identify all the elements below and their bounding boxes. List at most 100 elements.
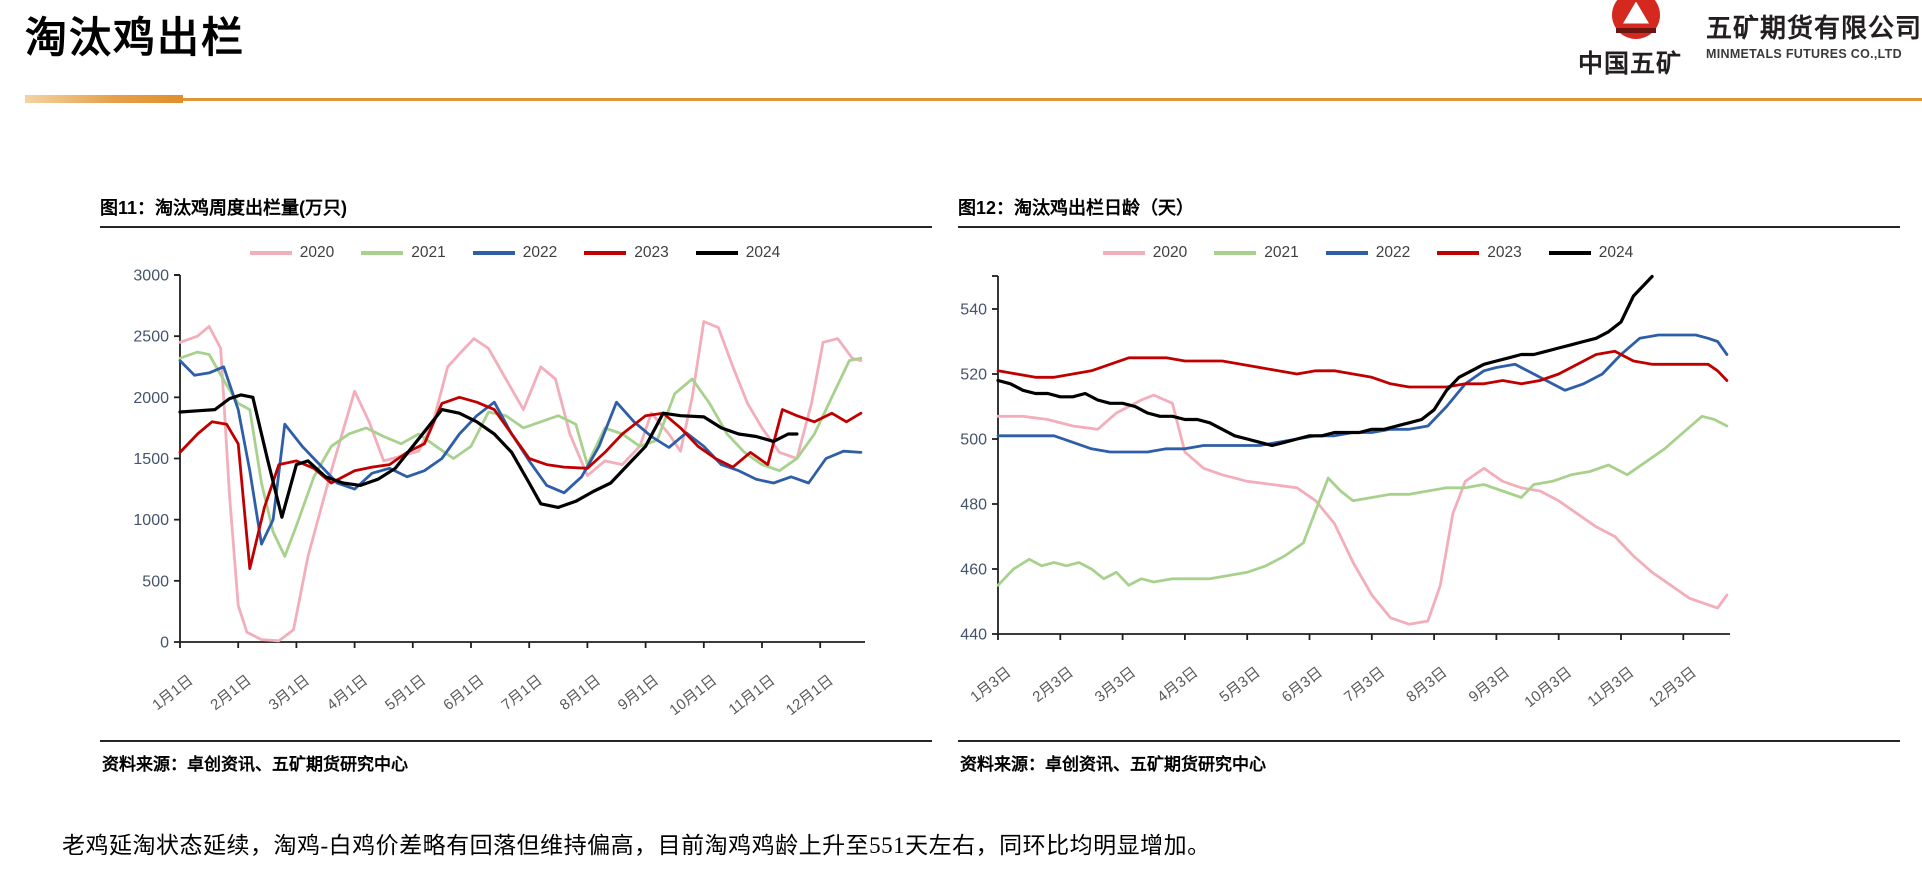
legend-item-2020: 2020 xyxy=(249,244,335,262)
legend-item-2023: 2023 xyxy=(584,244,669,262)
chart-weekly-slaughter-volume: 图11：淘汰鸡周度出栏量(万只) 2020 2021 2022 2023 2024 0 5… xyxy=(100,196,940,796)
x-tick-label: 10月3日 xyxy=(1521,664,1575,711)
x-tick-label: 8月3日 xyxy=(1403,664,1450,706)
x-tick-label: 5月1日 xyxy=(382,672,429,714)
legend-swatch xyxy=(1437,251,1480,255)
chart1-title-rule xyxy=(100,226,932,228)
x-tick-label: 9月1日 xyxy=(615,672,662,714)
x-tick-label: 5月3日 xyxy=(1216,664,1263,706)
series-line-2020 xyxy=(178,320,863,643)
emblem-band xyxy=(1615,28,1657,33)
legend-item-2022: 2022 xyxy=(472,244,558,262)
chart1-figure-label: 图11：淘汰鸡周度出栏量(万只) xyxy=(100,198,348,218)
x-tick-label: 1月1日 xyxy=(149,672,196,714)
y-tick-label: 2000 xyxy=(133,390,169,407)
chart-slaughter-age: 图12：淘汰鸡出栏日龄（天） 2020 2021 2022 2023 2024 440 4… xyxy=(958,196,1900,796)
legend-swatch xyxy=(1548,251,1591,255)
y-tick-label: 500 xyxy=(960,432,987,449)
logo-company-name-cn: 五矿期货有限公司 xyxy=(1706,13,1922,43)
y-tick-label: 500 xyxy=(142,573,169,590)
legend-swatch xyxy=(695,251,738,255)
chart1-legend: 2020 2021 2022 2023 2024 xyxy=(170,244,860,262)
legend-label: 2022 xyxy=(522,244,558,261)
chart1-source-text: 资料来源：卓创资讯、五矿期货研究中心 xyxy=(102,755,408,774)
legend-swatch xyxy=(1325,251,1368,255)
series-line-2021 xyxy=(178,350,863,558)
legend-item-2022: 2022 xyxy=(1325,244,1411,262)
logo-company-block: 五矿期货有限公司 MINMETALS FUTURES CO.,LTD xyxy=(1706,8,1922,61)
emblem-tower-glyph xyxy=(1623,1,1649,24)
legend-item-2023: 2023 xyxy=(1437,244,1522,262)
series-line-2024 xyxy=(178,393,799,519)
chart2-source-rule xyxy=(958,740,1900,742)
y-tick-label: 1000 xyxy=(133,512,169,529)
y-tick-label: 460 xyxy=(960,562,987,579)
x-tick-label: 7月3日 xyxy=(1341,664,1388,706)
series-line-2022 xyxy=(178,359,863,546)
x-tick-label: 10月1日 xyxy=(666,672,720,715)
legend-swatch xyxy=(249,251,292,255)
chart2-title-rule xyxy=(958,226,1900,228)
legend-swatch xyxy=(1214,251,1257,255)
y-tick-label: 440 xyxy=(960,627,987,644)
legend-swatch xyxy=(584,251,627,255)
summary-note: 老鸡延淘状态延续，淘鸡-白鸡价差略有回落但维持偏高，目前淘鸡鸡龄上升至551天左… xyxy=(62,833,1211,858)
legend-item-2021: 2021 xyxy=(1214,244,1299,262)
legend-label: 2023 xyxy=(1487,244,1522,261)
chart2-figure-label: 图12：淘汰鸡出栏日龄（天） xyxy=(958,198,1195,218)
logo-company-name-en: MINMETALS FUTURES CO.,LTD xyxy=(1706,47,1902,61)
x-tick-label: 11月3日 xyxy=(1585,664,1638,711)
legend-item-2020: 2020 xyxy=(1102,244,1188,262)
series-line-2024 xyxy=(996,274,1654,448)
chart2-legend: 2020 2021 2022 2023 2024 xyxy=(998,244,1738,262)
x-tick-label: 6月3日 xyxy=(1279,664,1326,706)
legend-swatch xyxy=(472,251,515,255)
chart1-source-rule xyxy=(100,740,932,742)
x-tick-label: 7月1日 xyxy=(498,672,545,714)
x-tick-label: 12月3日 xyxy=(1646,664,1700,711)
x-tick-label: 12月1日 xyxy=(783,672,837,715)
y-tick-label: 520 xyxy=(960,367,987,384)
x-tick-label: 4月3日 xyxy=(1154,664,1201,706)
legend-item-2021: 2021 xyxy=(361,244,446,262)
y-tick-label: 480 xyxy=(960,497,987,514)
series-line-2023 xyxy=(996,349,1729,389)
title-divider-accent xyxy=(25,95,183,103)
x-tick-label: 6月1日 xyxy=(440,672,487,714)
x-tick-label: 1月3日 xyxy=(967,664,1014,706)
logo-cn-text: 中国五矿 xyxy=(1578,50,1683,78)
legend-item-2024: 2024 xyxy=(1548,244,1634,262)
legend-label: 2021 xyxy=(411,244,446,261)
y-tick-label: 1500 xyxy=(133,451,169,468)
y-tick-label: 0 xyxy=(160,635,169,652)
series-line-2021 xyxy=(996,414,1729,587)
x-tick-label: 11月1日 xyxy=(726,672,779,715)
chart2-plot: 440 460 480 500 520 540 1月3日 2月3日 3月3日 4月3日 5月3日 6月… xyxy=(960,274,1730,711)
x-tick-label: 9月3日 xyxy=(1466,664,1513,706)
legend-swatch xyxy=(1102,251,1145,255)
x-tick-label: 2月1日 xyxy=(207,672,254,714)
page-title: 淘汰鸡出栏 xyxy=(25,16,246,62)
x-tick-label: 3月3日 xyxy=(1092,664,1139,706)
x-tick-label: 8月1日 xyxy=(557,672,604,714)
legend-item-2024: 2024 xyxy=(695,244,781,262)
y-tick-label: 2500 xyxy=(133,329,169,346)
legend-swatch xyxy=(361,251,404,255)
y-tick-label: 540 xyxy=(960,302,987,319)
legend-label: 2024 xyxy=(745,244,781,261)
legend-label: 2020 xyxy=(1152,244,1188,261)
title-divider-line xyxy=(183,98,1922,101)
chart1-plot: 0 500 1000 1500 2000 2500 3000 1月1日 2月1日 3月1日 4月1日… xyxy=(133,268,865,715)
legend-label: 2020 xyxy=(299,244,335,261)
legend-label: 2022 xyxy=(1375,244,1411,261)
chart2-source-text: 资料来源：卓创资讯、五矿期货研究中心 xyxy=(960,755,1266,774)
y-tick-label: 3000 xyxy=(133,268,169,285)
x-tick-label: 2月3日 xyxy=(1030,664,1077,706)
legend-label: 2023 xyxy=(634,244,669,261)
legend-label: 2024 xyxy=(1598,244,1634,261)
x-tick-label: 3月1日 xyxy=(266,672,313,714)
x-tick-label: 4月1日 xyxy=(324,672,371,714)
series-line-2023 xyxy=(178,395,863,571)
series-line-2020 xyxy=(996,393,1729,626)
minmetals-emblem-icon xyxy=(1612,0,1660,39)
